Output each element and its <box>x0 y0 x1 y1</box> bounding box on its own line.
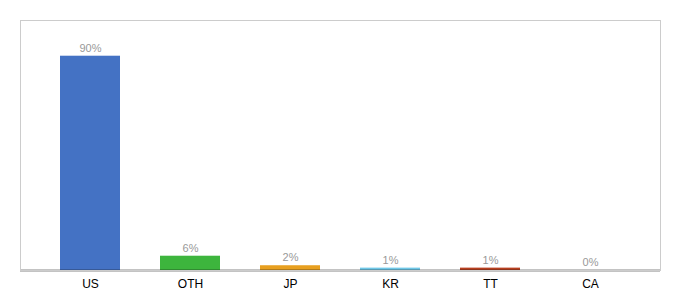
svg-text:CA: CA <box>582 277 599 291</box>
svg-text:US: US <box>82 277 99 291</box>
svg-text:1%: 1% <box>383 254 399 266</box>
svg-text:JP: JP <box>283 277 297 291</box>
svg-text:0%: 0% <box>583 256 599 268</box>
svg-text:TT: TT <box>483 277 498 291</box>
svg-text:90%: 90% <box>79 42 101 54</box>
svg-text:KR: KR <box>382 277 399 291</box>
svg-text:OTH: OTH <box>178 277 203 291</box>
svg-text:6%: 6% <box>183 242 199 254</box>
svg-text:1%: 1% <box>483 254 499 266</box>
svg-text:2%: 2% <box>283 251 299 263</box>
